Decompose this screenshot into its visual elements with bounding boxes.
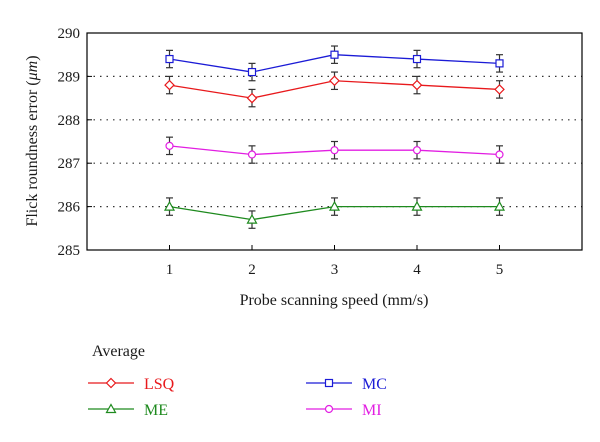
point-me-5 — [493, 200, 506, 211]
y-axis-title: Flick roundness error (μm) — [24, 55, 41, 226]
legend-item-mi: MI — [306, 402, 382, 419]
series-mi — [165, 136, 504, 164]
x-tick-label-5: 5 — [496, 262, 504, 278]
series-mc — [165, 45, 504, 82]
point-mc-5 — [495, 59, 504, 68]
y-axis-title-suffix: ) — [24, 55, 41, 60]
point-mi-1 — [165, 141, 174, 150]
point-mi-2 — [247, 150, 257, 159]
point-me-4 — [411, 200, 423, 211]
legend-item-lsq: LSQ — [88, 376, 175, 393]
point-mc-1 — [165, 54, 174, 64]
legend-title: Average — [92, 343, 145, 360]
legend-item-me: ME — [88, 402, 168, 419]
legend-marker-mi — [324, 404, 334, 414]
series-me — [163, 197, 506, 229]
axis-ticks: 285 286 287 288 289 290 1 2 3 4 5 — [58, 26, 504, 278]
point-mc-4 — [412, 54, 422, 64]
point-me-2 — [246, 213, 258, 224]
series-lsq — [164, 71, 505, 108]
legend-marker-mc — [324, 378, 334, 388]
y-axis-title-unit: μm — [24, 61, 41, 82]
point-me-1 — [163, 200, 176, 211]
x-tick-label-1: 1 — [166, 262, 174, 278]
point-lsq-5 — [494, 84, 505, 95]
point-mi-5 — [495, 150, 504, 159]
legend-marker-me — [105, 403, 117, 414]
legend-marker-lsq — [105, 377, 117, 389]
point-mc-2 — [247, 67, 257, 77]
x-tick-label-2: 2 — [248, 262, 256, 278]
y-tick-label-289: 289 — [58, 69, 81, 85]
y-tick-label-290: 290 — [58, 26, 81, 42]
y-tick-label-287: 287 — [58, 156, 81, 172]
point-lsq-3 — [329, 75, 340, 87]
y-tick-label-285: 285 — [58, 243, 81, 259]
point-me-3 — [328, 200, 341, 211]
x-axis-title: Probe scanning speed (mm/s) — [240, 292, 429, 309]
legend-label-lsq: LSQ — [144, 376, 175, 393]
x-tick-label-4: 4 — [413, 262, 421, 278]
point-mi-4 — [412, 146, 422, 155]
series-layer — [163, 45, 506, 229]
point-lsq-2 — [246, 92, 258, 104]
point-lsq-1 — [164, 79, 175, 91]
legend-label-me: ME — [144, 402, 168, 419]
y-tick-label-286: 286 — [58, 200, 81, 216]
x-tick-label-3: 3 — [331, 262, 339, 278]
point-lsq-4 — [411, 79, 423, 91]
legend-label-mc: MC — [362, 376, 387, 393]
point-mi-3 — [330, 146, 339, 155]
point-mc-3 — [330, 50, 339, 59]
legend: LSQ MC ME MI — [88, 376, 387, 419]
legend-item-mc: MC — [306, 376, 387, 393]
legend-label-mi: MI — [362, 402, 382, 419]
y-axis-title-prefix: Flick roundness error ( — [24, 80, 41, 226]
y-tick-label-288: 288 — [58, 113, 81, 129]
